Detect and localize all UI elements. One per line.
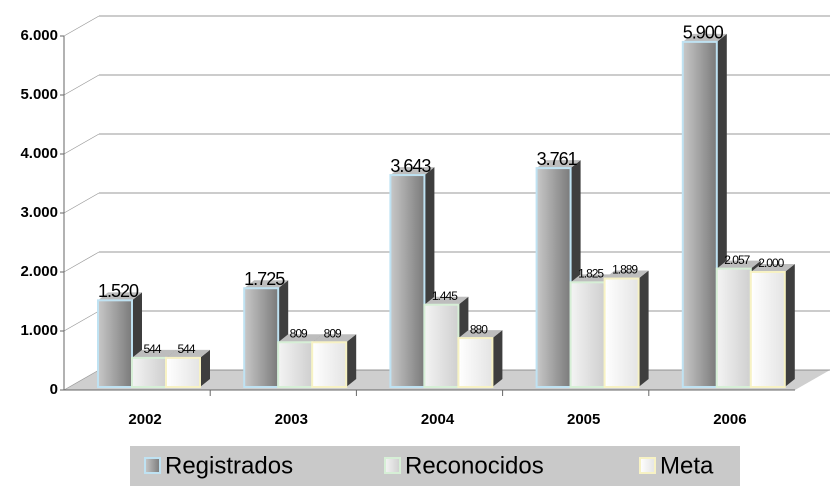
x-tick-label: 2002 bbox=[128, 411, 161, 428]
grid-line-side bbox=[63, 133, 100, 155]
value-label: 3.761 bbox=[537, 149, 578, 169]
bar bbox=[569, 281, 606, 389]
value-label: 5.900 bbox=[683, 23, 724, 43]
bar-top bbox=[278, 334, 323, 343]
y-tick-label: 2.000 bbox=[20, 263, 58, 280]
legend-label: Meta bbox=[660, 452, 714, 479]
bar-top bbox=[132, 349, 176, 358]
grid-line-side bbox=[63, 369, 100, 391]
value-label: 809 bbox=[324, 326, 342, 340]
bar bbox=[165, 356, 201, 388]
bar-side bbox=[346, 334, 357, 387]
grid-line-side bbox=[63, 310, 100, 332]
value-label: 2.057 bbox=[724, 253, 750, 267]
value-label: 1.520 bbox=[98, 281, 139, 301]
bar bbox=[749, 271, 786, 388]
x-tick-label: 2003 bbox=[275, 411, 308, 428]
bar-top bbox=[458, 330, 503, 339]
value-label: 544 bbox=[143, 342, 161, 356]
value-label: 809 bbox=[290, 326, 308, 340]
bar bbox=[603, 277, 640, 389]
legend-label: Reconocidos bbox=[405, 452, 544, 479]
legend-swatch bbox=[144, 457, 161, 474]
bar-top bbox=[98, 292, 142, 301]
bar-side bbox=[784, 264, 795, 387]
bar-top bbox=[536, 160, 581, 169]
legend-swatch bbox=[639, 457, 656, 474]
grid-line-side bbox=[63, 251, 100, 273]
value-label: 1.445 bbox=[432, 289, 458, 303]
value-label: 2.000 bbox=[758, 256, 784, 270]
value-label: 1.889 bbox=[612, 263, 638, 277]
bar bbox=[681, 40, 718, 389]
bar bbox=[457, 337, 494, 388]
y-tick-label: 4.000 bbox=[20, 145, 58, 162]
bar-side bbox=[492, 330, 503, 387]
value-label: 1.825 bbox=[578, 266, 604, 280]
bar bbox=[277, 341, 314, 389]
bar-top bbox=[750, 264, 795, 272]
value-label: 544 bbox=[177, 342, 195, 356]
value-label: 3.643 bbox=[390, 156, 431, 176]
bar-side bbox=[200, 349, 210, 387]
legend-swatch bbox=[384, 457, 401, 474]
bar-top bbox=[166, 349, 210, 358]
bar bbox=[243, 287, 280, 389]
y-tick-label: 5.000 bbox=[20, 86, 58, 103]
y-tick-label: 3.000 bbox=[20, 204, 58, 221]
bar-top bbox=[716, 260, 761, 269]
x-tick-label: 2004 bbox=[421, 411, 455, 428]
value-label: 880 bbox=[470, 322, 488, 336]
x-tick-label: 2006 bbox=[713, 411, 746, 428]
grid-line-side bbox=[63, 74, 100, 96]
bar bbox=[423, 303, 460, 388]
bar bbox=[389, 174, 426, 388]
grid-line-side bbox=[63, 15, 100, 37]
bar-side bbox=[638, 270, 649, 387]
bar-top bbox=[390, 167, 435, 176]
bar bbox=[535, 167, 572, 388]
bar bbox=[97, 299, 133, 389]
bar-top bbox=[312, 334, 357, 343]
bar-top bbox=[682, 33, 727, 42]
y-tick-label: 1.000 bbox=[20, 322, 58, 339]
x-tick-label: 2005 bbox=[567, 411, 600, 428]
y-tick-label: 0 bbox=[50, 381, 58, 398]
legend-box bbox=[130, 446, 740, 486]
legend-label: Registrados bbox=[165, 452, 293, 479]
bar bbox=[311, 341, 348, 389]
value-label: 1.725 bbox=[244, 269, 285, 289]
bar-top bbox=[244, 280, 289, 289]
bar-top bbox=[424, 296, 469, 305]
grid-line-side bbox=[63, 192, 100, 214]
bar-top bbox=[604, 270, 649, 279]
y-tick-label: 6.000 bbox=[20, 27, 58, 44]
bar bbox=[131, 356, 167, 388]
bar bbox=[715, 267, 752, 388]
